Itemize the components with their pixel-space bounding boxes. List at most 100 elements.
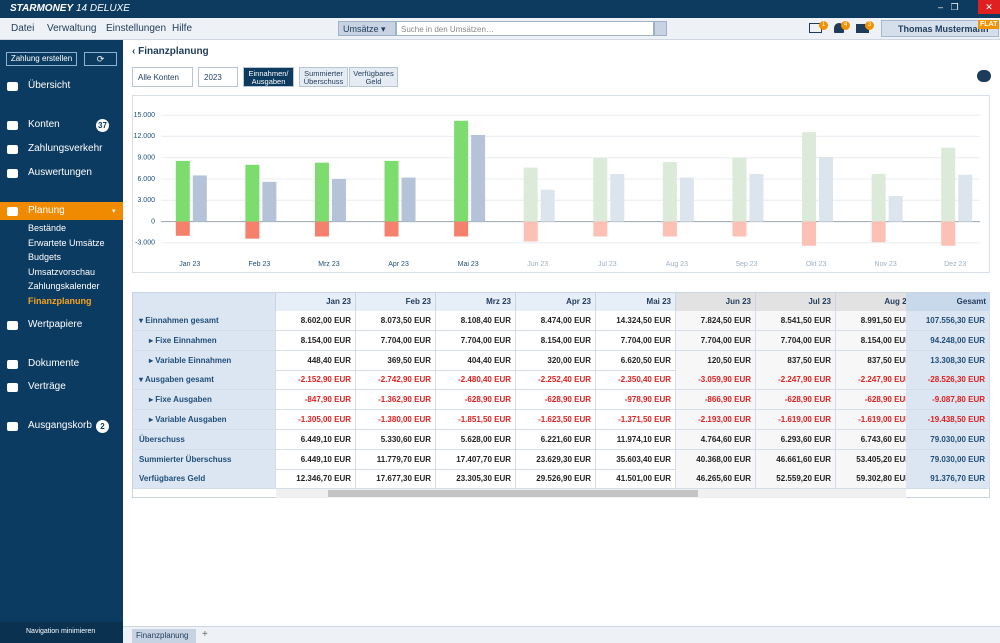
table-cell: 14.324,50 EUR <box>596 311 676 331</box>
nav-active-bg <box>0 202 123 220</box>
table-cell: -2.193,00 EUR <box>676 410 756 430</box>
table-cell: -628,90 EUR <box>436 390 516 411</box>
bar <box>888 196 903 222</box>
bar <box>175 160 190 222</box>
nav-item[interactable]: Übersicht <box>28 80 71 91</box>
nav-subitem[interactable]: Finanzplanung <box>28 295 92 306</box>
total-cell: 91.376,70 EUR <box>906 469 990 490</box>
filter-dropdown[interactable]: 2023 <box>198 67 238 87</box>
bar <box>540 189 555 222</box>
nav-badge: 37 <box>96 119 109 132</box>
table-cell: 29.526,90 EUR <box>516 469 596 489</box>
table-cell: -1.619,00 EUR <box>756 410 836 430</box>
table-cell: 6.449,10 EUR <box>276 449 356 470</box>
bar <box>749 174 764 222</box>
search-button[interactable] <box>654 21 667 36</box>
nav-subitem[interactable]: Budgets <box>28 252 62 262</box>
search-scope[interactable]: Umsätze ▾ <box>338 21 396 36</box>
total-cell: -19.438,50 EUR <box>906 410 990 430</box>
nav-subitem[interactable]: Zahlungskalender <box>28 281 100 291</box>
window-buttons[interactable]: – ❐ <box>938 2 959 12</box>
bar <box>871 174 886 222</box>
search-input[interactable]: Suche in den Umsätzen… <box>396 21 654 36</box>
row-label[interactable]: ▸ Fixe Ausgaben <box>133 390 276 411</box>
table-cell: -628,90 EUR <box>756 390 836 411</box>
create-payment-button[interactable]: Zahlung erstellen <box>6 52 77 66</box>
view-tab[interactable]: Summierter Überschuss <box>299 67 348 87</box>
nav-icon <box>7 169 18 178</box>
row-label-text: Fixe Einnahmen <box>155 335 217 345</box>
row-label[interactable]: ▾ Ausgaben gesamt <box>133 370 276 391</box>
table-cell: 8.602,00 EUR <box>276 311 356 331</box>
menu-item[interactable]: Einstellungen <box>106 23 167 34</box>
user-name: Thomas Mustermann <box>898 24 989 34</box>
menu-item[interactable]: Verwaltung <box>47 23 97 34</box>
x-tick-label: Jul 23 <box>598 261 617 268</box>
nav-item[interactable]: Konten <box>28 119 60 130</box>
chart-panel: 15.000 12.000 9.000 6.000 3.000 0 -3.000 Jan 23… <box>132 95 990 273</box>
logo: STARMONEY <box>10 3 74 14</box>
bar <box>314 162 329 222</box>
nav-item[interactable]: Planung <box>28 205 65 216</box>
table-corner <box>133 293 276 311</box>
document-tab[interactable]: Finanzplanung <box>132 629 196 643</box>
nav-icon <box>7 383 18 392</box>
nav-icon <box>7 360 18 369</box>
horizontal-scrollbar[interactable] <box>276 489 906 498</box>
minimize-navigation[interactable]: Navigation minimieren <box>26 628 96 635</box>
nav-item[interactable]: Wertpapiere <box>28 319 83 330</box>
row-label[interactable]: ▸ Fixe Einnahmen <box>133 330 276 351</box>
x-tick-label: Nov 23 <box>875 261 897 268</box>
table-cell: -1.619,00 EUR <box>836 410 906 430</box>
table-cell: -628,90 EUR <box>516 390 596 411</box>
notification-badge: 4 <box>841 21 850 30</box>
y-tick-label: -3.000 <box>135 240 155 247</box>
table-cell: 7.704,00 EUR <box>436 330 516 351</box>
row-label[interactable]: ▾ Einnahmen gesamt <box>133 311 276 331</box>
total-cell: 79.030,00 EUR <box>906 429 990 450</box>
nav-subitem[interactable]: Bestände <box>28 223 67 233</box>
x-tick-label: Sep 23 <box>735 261 757 268</box>
table-cell: 369,50 EUR <box>356 350 436 371</box>
total-header: Gesamt <box>906 293 990 311</box>
row-label[interactable]: ▸ Variable Ausgaben <box>133 410 276 430</box>
close-button[interactable]: ✕ <box>978 0 1000 14</box>
nav-item[interactable]: Zahlungsverkehr <box>28 143 103 154</box>
table-cell: 11.779,70 EUR <box>356 449 436 470</box>
table-cell: -847,90 EUR <box>276 390 356 411</box>
view-tab[interactable]: Einnahmen/ Ausgaben <box>243 67 294 87</box>
bar <box>941 221 956 246</box>
table-cell: 404,40 EUR <box>436 350 516 371</box>
bar <box>941 147 956 222</box>
filter-dropdown[interactable]: Alle Konten <box>132 67 193 87</box>
total-cell: -9.087,80 EUR <box>906 390 990 411</box>
menu-item[interactable]: Hilfe <box>172 23 193 34</box>
bell-icon[interactable] <box>834 23 844 33</box>
add-tab[interactable]: + <box>202 629 208 640</box>
nav-item[interactable]: Verträge <box>28 381 66 392</box>
table-cell: 46.661,60 EUR <box>756 449 836 470</box>
nav-subitem[interactable]: Erwartete Umsätze <box>28 237 105 248</box>
row-label-text: Überschuss <box>139 434 185 444</box>
table-cell: 23.629,30 EUR <box>516 449 596 470</box>
row-label: Verfügbares Geld <box>133 469 276 490</box>
nav-item[interactable]: Dokumente <box>28 358 80 369</box>
scrollbar-thumb[interactable] <box>328 490 698 497</box>
mail-icon[interactable] <box>856 24 869 33</box>
nav-subitem[interactable]: Umsatzvorschau <box>28 266 96 277</box>
nav-item[interactable]: Ausgangskorb <box>28 420 92 431</box>
row-label[interactable]: ▸ Variable Einnahmen <box>133 350 276 371</box>
nav-item[interactable]: Auswertungen <box>28 167 92 178</box>
menu-item[interactable]: Datei <box>11 23 35 34</box>
bar <box>245 221 260 239</box>
comment-icon[interactable] <box>977 70 991 82</box>
refresh-button[interactable]: ⟳ <box>84 52 117 66</box>
view-tab[interactable]: Verfügbares Geld <box>349 67 398 87</box>
bar <box>454 120 469 222</box>
bar <box>802 221 817 246</box>
bar <box>662 221 677 237</box>
table-cell: 8.154,00 EUR <box>516 330 596 351</box>
nav-icon <box>7 422 18 431</box>
bar <box>454 221 469 237</box>
table-cell: -2.742,90 EUR <box>356 370 436 391</box>
